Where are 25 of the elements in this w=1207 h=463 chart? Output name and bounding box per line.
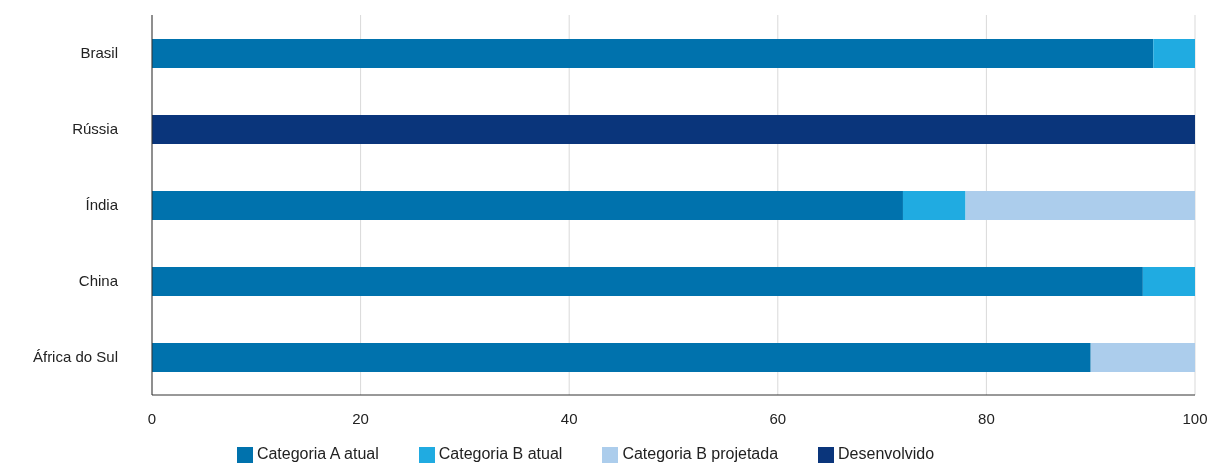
y-tick-label: Índia	[85, 196, 119, 214]
x-tick-label: 80	[978, 409, 995, 427]
legend-label: Desenvolvido	[838, 445, 935, 462]
bar	[152, 39, 1154, 68]
legend-label: Categoria A atual	[256, 445, 379, 462]
y-tick-label: Brasil	[80, 44, 118, 62]
x-tick-label: 0	[147, 409, 157, 427]
x-tick-label: 20	[352, 409, 369, 427]
bar	[152, 267, 1143, 296]
y-tick-label: China	[78, 272, 119, 290]
x-tick-label: 60	[769, 409, 787, 427]
bar	[965, 191, 1195, 220]
bar	[1090, 343, 1195, 372]
y-tick-label: África do Sul	[32, 348, 118, 366]
bar	[152, 191, 903, 220]
bar	[1142, 267, 1195, 296]
x-tick-label: 100	[1182, 409, 1207, 427]
x-tick-label: 40	[560, 409, 578, 427]
bar	[152, 343, 1091, 372]
legend-label: Categoria B projetada	[622, 445, 779, 462]
bar	[902, 191, 966, 220]
legend-label: Categoria B atual	[438, 445, 563, 462]
bar	[1153, 39, 1195, 68]
y-tick-label: Rússia	[72, 120, 119, 138]
bar	[152, 115, 1195, 144]
